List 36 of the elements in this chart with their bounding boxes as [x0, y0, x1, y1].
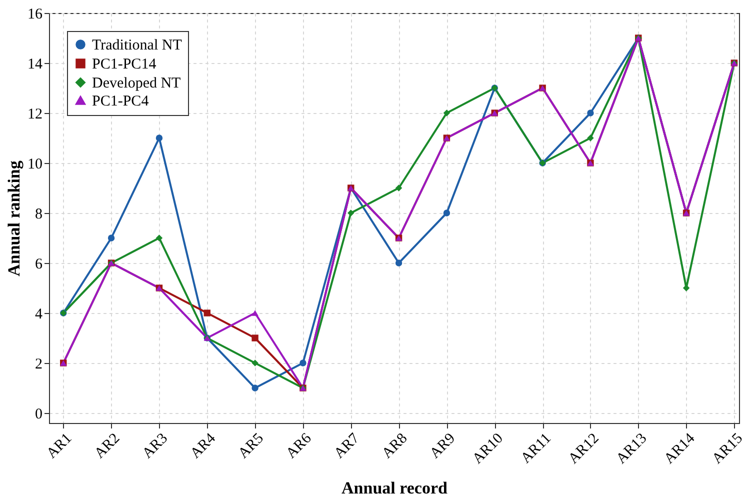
point: [443, 210, 450, 216]
x-tick-label: AR8: [379, 430, 411, 462]
legend-label: PC1-PC4: [92, 94, 150, 110]
point: [252, 310, 258, 316]
y-tick-label: 4: [35, 306, 43, 322]
legend-label: PC1-PC14: [92, 56, 157, 72]
point: [204, 310, 210, 316]
point: [252, 334, 258, 342]
x-tick-label: AR9: [427, 430, 459, 462]
y-tick-label: 14: [28, 56, 43, 72]
point: [108, 234, 115, 242]
point: [252, 360, 258, 366]
x-tick-label: AR3: [140, 430, 172, 462]
point: [300, 360, 306, 366]
point: [443, 110, 450, 116]
y-tick-label: 8: [35, 206, 42, 222]
y-tick-label: 6: [35, 256, 43, 272]
legend-label: Traditional NT: [92, 38, 182, 54]
x-axis-title: Annual record: [342, 478, 448, 498]
point: [395, 260, 402, 266]
point: [252, 384, 258, 392]
y-tick-label: 2: [35, 356, 42, 372]
point: [587, 110, 594, 116]
point: [348, 210, 354, 216]
legend-label: Developed NT: [92, 76, 181, 92]
y-tick-label: 10: [28, 156, 42, 172]
x-tick-label: AR1: [44, 430, 76, 462]
point: [156, 134, 163, 142]
y-tick-label: 0: [35, 406, 42, 422]
y-axis-title: Annual ranking: [4, 160, 24, 276]
y-tick-label: 12: [28, 106, 42, 122]
x-tick-label: AR2: [92, 430, 124, 462]
point: [587, 134, 594, 142]
y-tick-label: 16: [28, 6, 43, 22]
point: [156, 234, 163, 242]
point: [395, 184, 402, 192]
